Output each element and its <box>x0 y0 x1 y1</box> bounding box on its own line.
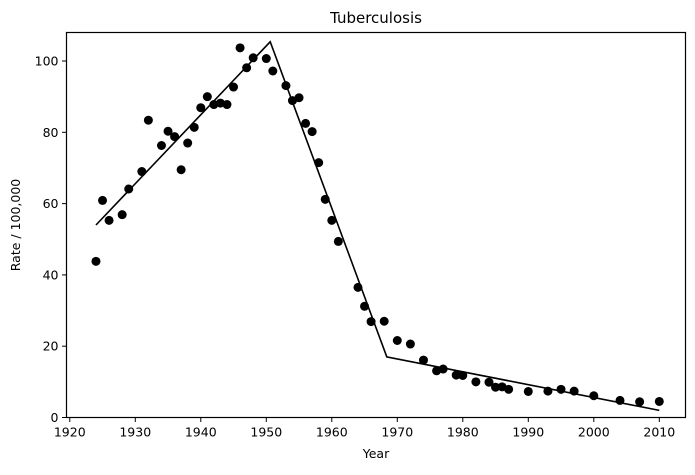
x-tick-label: 2000 <box>578 425 610 440</box>
data-point <box>320 194 330 204</box>
data-point <box>635 397 645 407</box>
data-point <box>360 301 370 311</box>
y-tick-label: 60 <box>43 196 59 211</box>
data-point <box>268 66 278 76</box>
data-point <box>242 63 252 73</box>
data-point <box>91 256 101 266</box>
data-point <box>556 384 566 394</box>
data-point <box>589 391 599 401</box>
data-point <box>353 282 363 292</box>
x-tick-label: 1990 <box>512 425 544 440</box>
data-point <box>307 127 317 137</box>
data-point <box>189 122 199 132</box>
chart-title: Tuberculosis <box>329 9 422 27</box>
x-axis-ticks: 1920 1930 1940 1950 1960 1970 1980 1990 2000 2010 <box>54 417 675 440</box>
data-point <box>261 54 271 64</box>
data-point <box>471 377 481 387</box>
data-point <box>392 336 402 345</box>
data-point <box>523 386 533 396</box>
data-point <box>222 100 232 110</box>
y-tick-label: 40 <box>43 267 59 282</box>
data-point <box>333 236 343 246</box>
x-tick-label: 1930 <box>119 425 151 440</box>
data-point <box>156 141 166 150</box>
data-point <box>504 384 514 394</box>
data-point <box>117 210 127 220</box>
data-point <box>98 195 108 205</box>
data-point <box>405 339 415 349</box>
y-tick-label: 80 <box>43 125 59 140</box>
data-point <box>438 364 448 374</box>
x-tick-label: 1950 <box>250 425 282 440</box>
data-point <box>170 132 180 142</box>
data-point <box>458 370 468 380</box>
data-point <box>615 395 625 405</box>
data-point <box>654 396 664 406</box>
plot-frame <box>65 31 687 419</box>
data-point <box>418 355 428 365</box>
data-point <box>183 138 193 148</box>
data-point <box>314 158 324 168</box>
data-point <box>379 316 389 326</box>
data-point <box>484 377 494 387</box>
x-tick-label: 1970 <box>381 425 413 440</box>
data-point <box>143 115 153 125</box>
data-point <box>569 386 579 396</box>
y-tick-label: 20 <box>43 339 59 354</box>
y-tick-label: 100 <box>35 54 59 69</box>
data-point <box>543 386 553 396</box>
data-point <box>202 92 212 102</box>
data-point <box>491 382 501 392</box>
data-point <box>137 167 147 177</box>
data-point <box>294 93 304 103</box>
data-point <box>229 82 239 92</box>
x-axis-label: Year <box>362 446 390 461</box>
data-point <box>124 184 134 194</box>
plot-area <box>66 32 686 418</box>
x-tick-label: 2010 <box>643 425 675 440</box>
x-tick-label: 1920 <box>54 425 86 440</box>
y-tick-label: 0 <box>51 410 59 425</box>
data-point <box>235 43 245 53</box>
data-point <box>104 215 114 225</box>
data-point <box>176 165 186 175</box>
data-points-layer <box>91 43 664 407</box>
data-point <box>301 118 311 128</box>
x-tick-label: 1940 <box>185 425 217 440</box>
data-point <box>163 126 173 136</box>
data-point <box>451 370 461 380</box>
data-point <box>248 53 258 63</box>
y-axis-label: Rate / 100,000 <box>8 179 23 272</box>
data-point <box>196 103 206 113</box>
data-point <box>366 317 376 327</box>
data-point <box>327 215 337 225</box>
data-point <box>281 81 291 91</box>
x-tick-label: 1980 <box>447 425 479 440</box>
x-tick-label: 1960 <box>316 425 348 440</box>
y-axis-ticks: 0 20 40 60 80 100 <box>35 54 67 425</box>
